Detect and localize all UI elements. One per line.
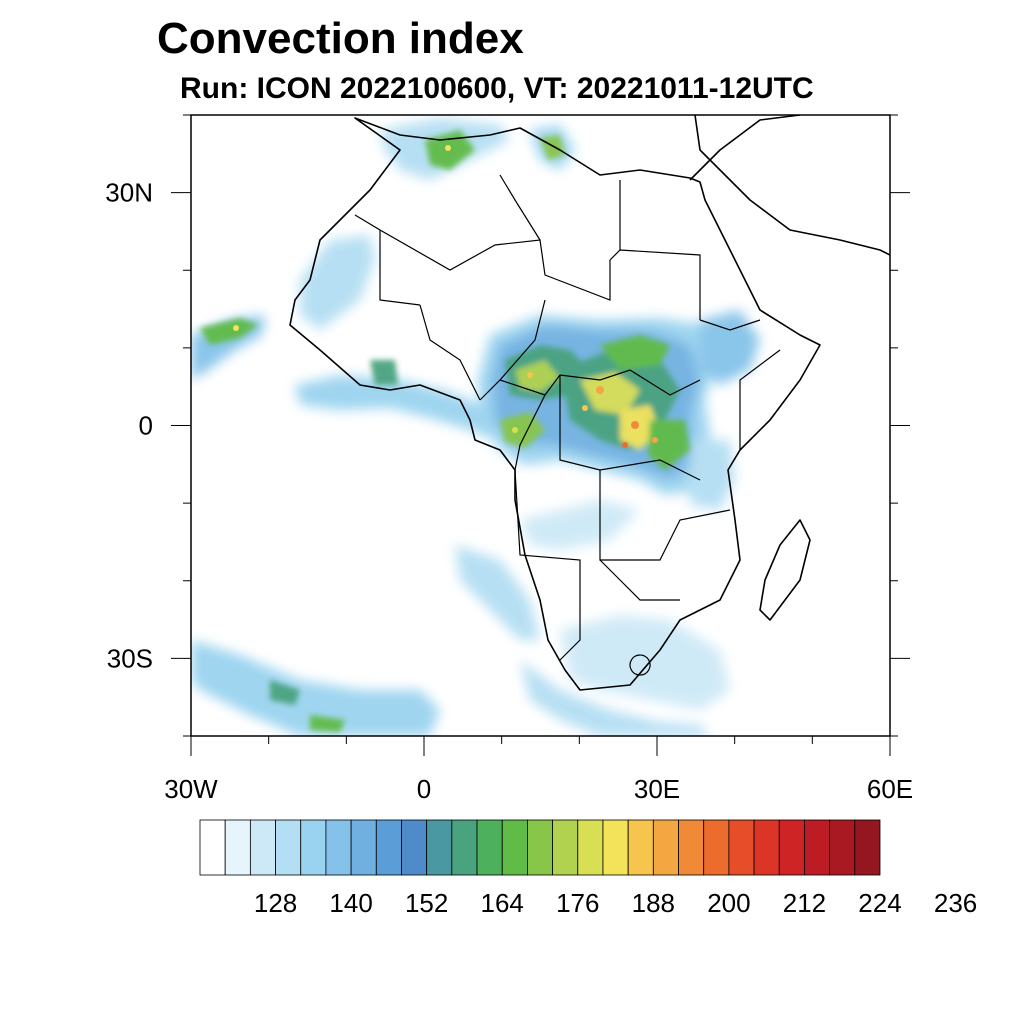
x-tick-label: 60E xyxy=(867,774,913,804)
colorbar-label: 188 xyxy=(632,888,675,918)
colorbar-label: 140 xyxy=(329,888,372,918)
colorbar-swatch xyxy=(577,819,604,876)
colorbar-swatch xyxy=(275,819,302,876)
colorbar-swatch xyxy=(753,819,780,876)
colorbar-swatch xyxy=(199,819,226,876)
colorbar-label: 164 xyxy=(481,888,524,918)
x-tick-label: 0 xyxy=(417,774,431,804)
colorbar-swatch xyxy=(854,819,881,876)
colorbar-swatch xyxy=(652,819,679,876)
colorbar-swatch xyxy=(804,819,831,876)
x-tick-label: 30E xyxy=(634,774,680,804)
colorbar: 128 140 152 164 176 188 200 212 224 236 xyxy=(199,819,977,918)
colorbar-label: 176 xyxy=(556,888,599,918)
colorbar-swatch xyxy=(375,819,402,876)
axis-ticks: 30W 0 30E 60E 30N 0 30S xyxy=(105,114,913,804)
x-tick-label: 30W xyxy=(164,774,218,804)
colorbar-swatch xyxy=(501,819,528,876)
y-tick-label: 30S xyxy=(107,643,153,673)
coastline xyxy=(289,115,890,691)
colorbar-swatch xyxy=(350,819,377,876)
colorbar-swatch xyxy=(249,819,276,876)
colorbar-swatch xyxy=(300,819,327,876)
colorbar-swatch xyxy=(627,819,654,876)
colorbar-label: 212 xyxy=(783,888,826,918)
colorbar-swatch xyxy=(224,819,251,876)
colorbar-swatch xyxy=(451,819,478,876)
colorbar-label: 200 xyxy=(707,888,750,918)
colorbar-label: 236 xyxy=(934,888,977,918)
colorbar-label: 128 xyxy=(254,888,297,918)
colorbar-swatch xyxy=(678,819,705,876)
y-tick-label: 30N xyxy=(105,178,153,208)
colorbar-swatch xyxy=(829,819,856,876)
convection-field xyxy=(191,118,760,736)
colorbar-swatch xyxy=(728,819,755,876)
map-subtitle: Run: ICON 2022100600, VT: 20221011-12UTC xyxy=(180,72,814,105)
colorbar-swatch xyxy=(527,819,553,876)
colorbar-swatch xyxy=(476,819,503,876)
colorbar-swatch xyxy=(778,819,805,876)
country-borders xyxy=(354,174,781,676)
y-tick-label: 0 xyxy=(139,411,153,441)
colorbar-swatch xyxy=(703,819,730,876)
colorbar-label: 152 xyxy=(405,888,448,918)
map-title: Convection index xyxy=(157,14,524,63)
colorbar-swatch xyxy=(602,819,629,876)
colorbar-swatch xyxy=(426,819,453,876)
colorbar-swatch xyxy=(552,819,579,876)
colorbar-swatch xyxy=(401,819,428,876)
colorbar-swatch xyxy=(325,819,352,876)
colorbar-label: 224 xyxy=(858,888,901,918)
